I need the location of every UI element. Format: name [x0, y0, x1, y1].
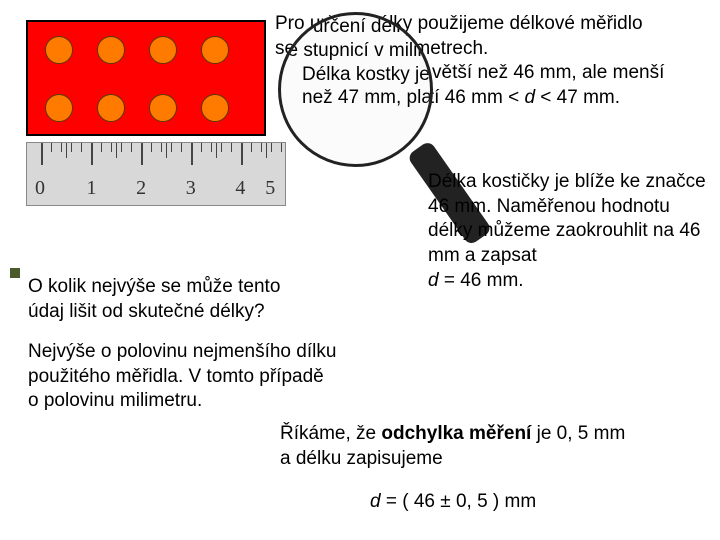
ruler-label: 0 [27, 175, 67, 201]
dot [201, 94, 229, 122]
dot [45, 94, 73, 122]
ruler: 0 1 2 3 4 5 [26, 142, 286, 206]
bullet-marker [10, 268, 20, 278]
ruler-label: 4 [216, 175, 266, 201]
deviation-bold: odchylka měření [381, 423, 531, 444]
dot [201, 36, 229, 64]
deviation-text: Říkáme, že odchylka měření je 0, 5 mm a … [280, 422, 700, 471]
formula: d = ( 46 ± 0, 5 ) mm [370, 490, 710, 515]
ruler-numbers: 0 1 2 3 4 5 [27, 175, 285, 201]
magnifier-content: Pro určení délky použijeme délkové měřid… [278, 15, 433, 110]
answer-text: Nejvýše o polovinu nejmenšího dílku použ… [28, 340, 388, 414]
ruler-label: 3 [166, 175, 216, 201]
ruler-label: 5 [265, 175, 285, 201]
dot [149, 36, 177, 64]
ruler-label: 2 [116, 175, 166, 201]
dot [45, 36, 73, 64]
question-text: O kolik nejvýše se může tento údaj lišit… [28, 275, 368, 324]
magnifier-lens: Pro určení délky použijeme délkové měřid… [278, 12, 433, 167]
dot [97, 94, 125, 122]
right-explanation: Délka kostičky je blíže ke značce 46 mm.… [428, 170, 718, 293]
ruler-label: 1 [67, 175, 117, 201]
dot [149, 94, 177, 122]
dot [97, 36, 125, 64]
